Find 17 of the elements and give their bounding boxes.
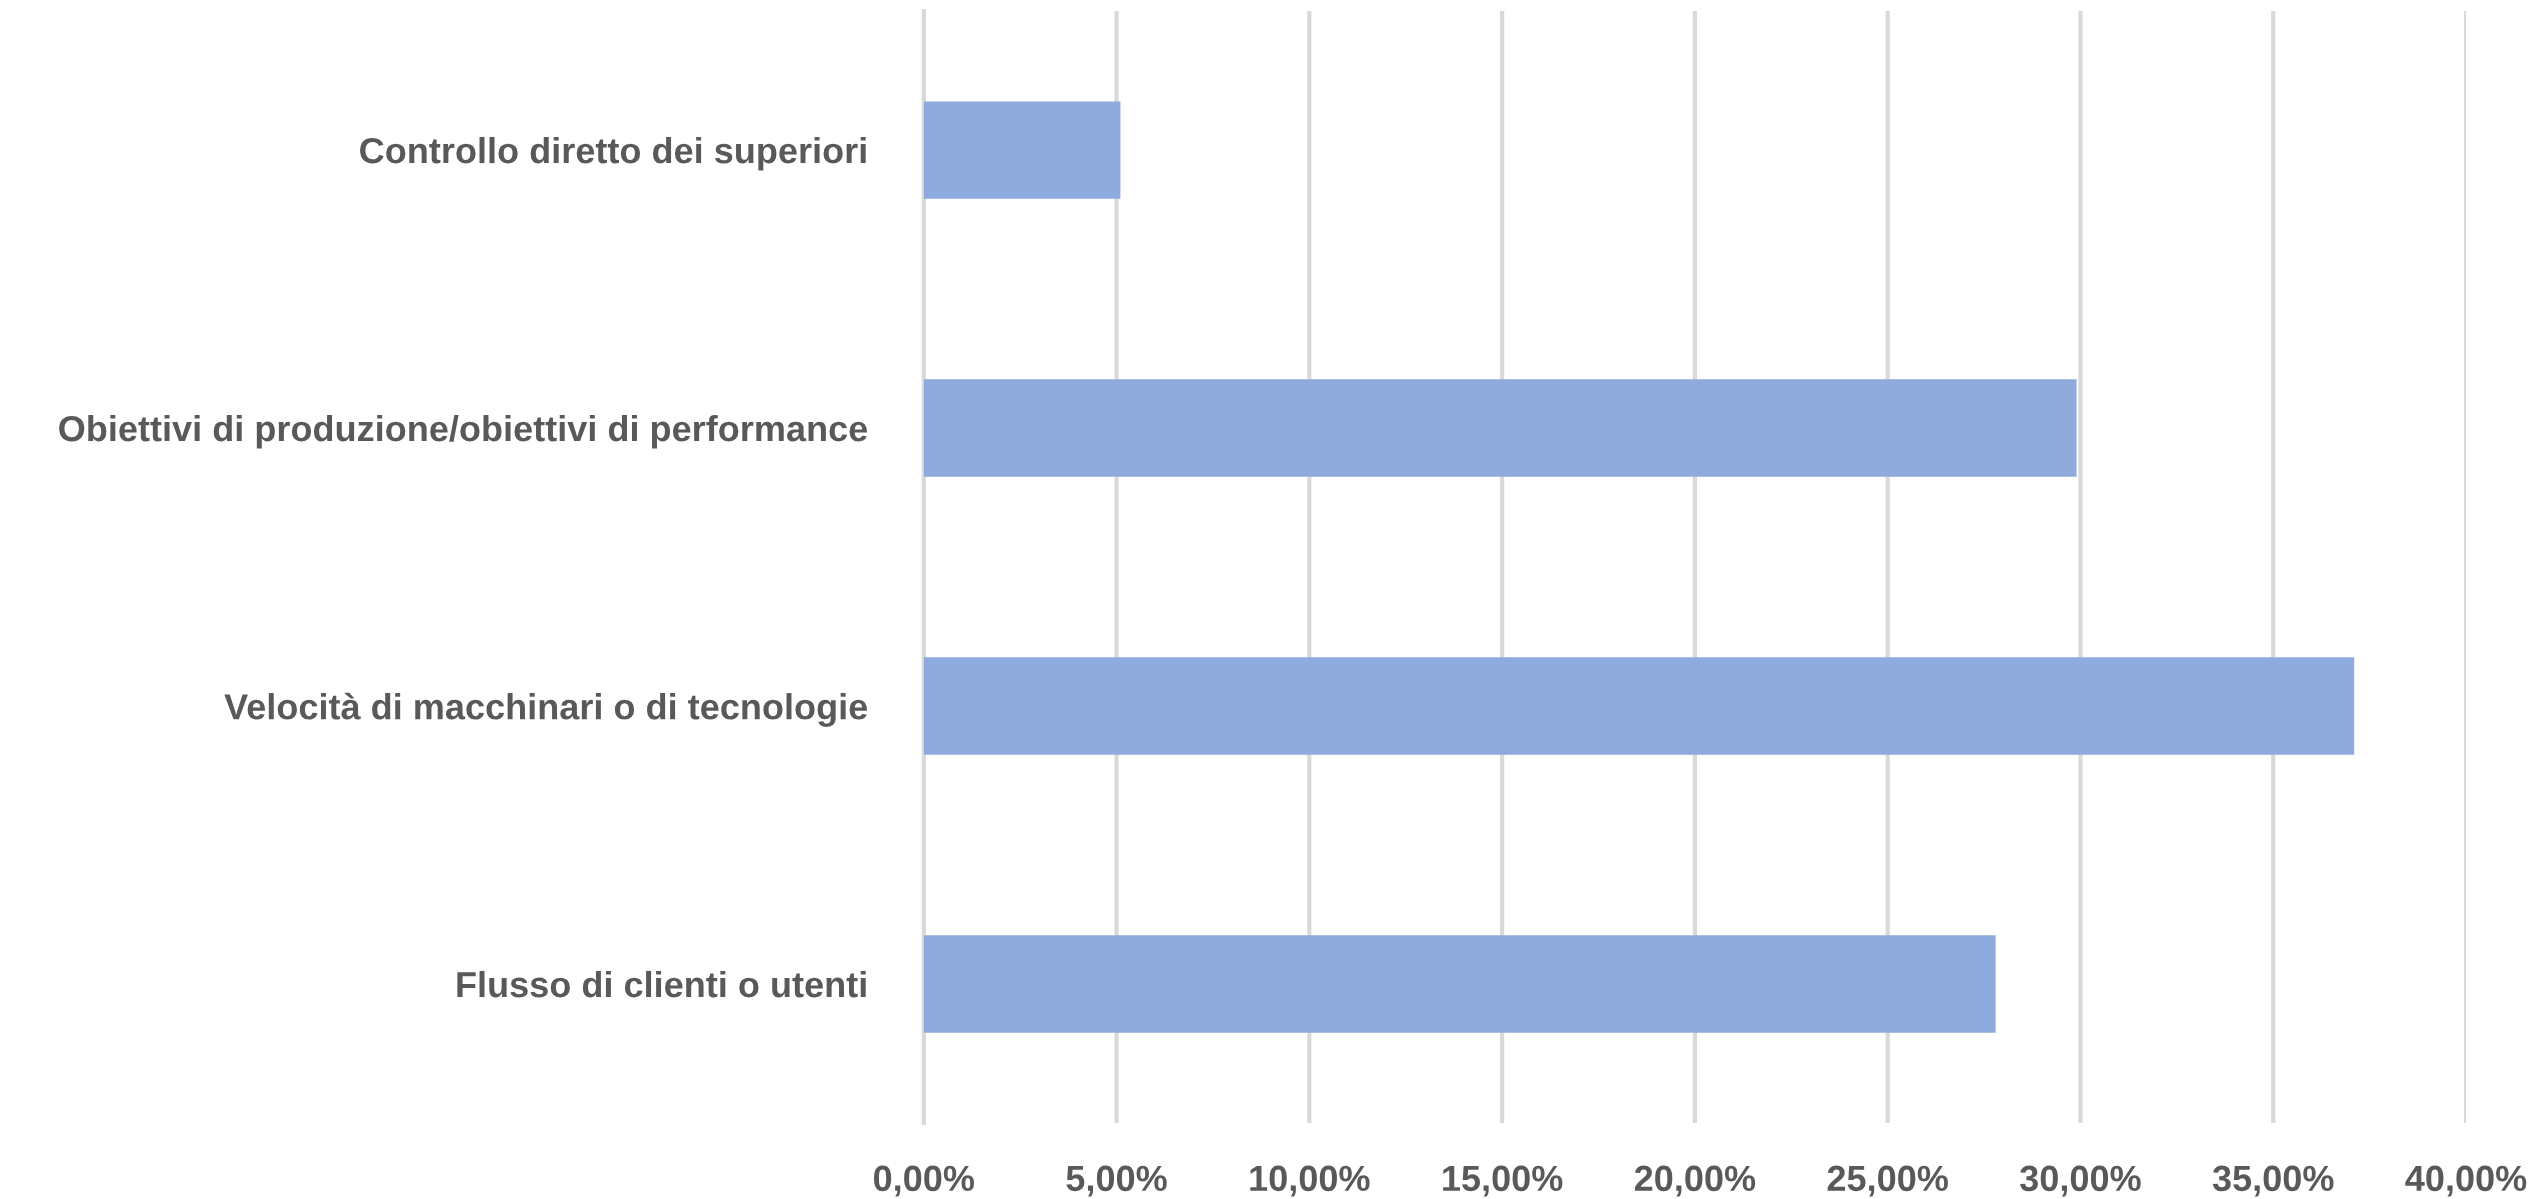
bar (923, 101, 1121, 199)
y-tick-label: Obiettivi di produzione/obiettivi di performance (59, 414, 868, 449)
y-tick-label: Velocità di macchinari o di tecnologie (224, 692, 868, 727)
x-tick-label: 5,00% (1066, 1165, 1167, 1197)
x-tick-label: 25,00% (1827, 1165, 1948, 1197)
x-tick-label: 0,00% (874, 1165, 975, 1197)
x-tick-label: 35,00% (2212, 1165, 2334, 1197)
x-tick-label: 30,00% (2020, 1165, 2141, 1197)
bar (923, 657, 2355, 755)
x-tick-label: 20,00% (1634, 1165, 1756, 1197)
bar (923, 379, 2077, 477)
y-tick-label: Flusso di clienti o utenti (457, 970, 866, 998)
x-tick-label: 40,00% (2405, 1165, 2527, 1197)
x-tick-label: 10,00% (1250, 1165, 1370, 1197)
y-tick-label: Controllo diretto dei superiori (360, 136, 866, 171)
x-tick-label: 15,00% (1443, 1165, 1563, 1197)
bar (923, 935, 1996, 1033)
